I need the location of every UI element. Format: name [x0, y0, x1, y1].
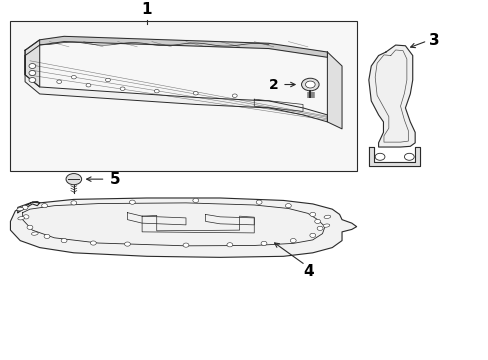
Circle shape [22, 205, 28, 210]
Circle shape [41, 204, 47, 208]
Circle shape [183, 243, 188, 247]
Ellipse shape [31, 232, 38, 235]
Circle shape [29, 77, 36, 82]
Circle shape [309, 233, 315, 238]
Polygon shape [327, 52, 341, 129]
Ellipse shape [323, 224, 329, 227]
Circle shape [29, 71, 36, 76]
Circle shape [71, 201, 77, 205]
Circle shape [232, 94, 237, 98]
Polygon shape [368, 45, 414, 147]
Text: 4: 4 [303, 264, 313, 279]
Text: 2: 2 [268, 77, 278, 91]
Circle shape [23, 215, 29, 219]
Text: 5: 5 [109, 172, 120, 186]
Circle shape [261, 241, 266, 246]
Circle shape [301, 78, 319, 91]
Circle shape [154, 89, 159, 93]
Circle shape [404, 153, 413, 160]
Circle shape [192, 198, 198, 203]
Circle shape [124, 242, 130, 246]
Ellipse shape [17, 207, 23, 211]
Text: 3: 3 [428, 33, 439, 48]
Circle shape [27, 225, 33, 229]
Circle shape [57, 80, 61, 84]
Text: 1: 1 [142, 2, 152, 17]
Circle shape [71, 76, 76, 79]
Polygon shape [368, 147, 419, 166]
Circle shape [193, 91, 198, 95]
Circle shape [285, 204, 291, 208]
Polygon shape [25, 36, 327, 57]
Circle shape [317, 226, 323, 230]
Circle shape [105, 78, 110, 82]
Circle shape [374, 153, 384, 160]
Ellipse shape [324, 215, 330, 219]
Circle shape [256, 200, 262, 204]
Circle shape [305, 81, 314, 88]
Ellipse shape [18, 217, 24, 220]
Circle shape [129, 200, 135, 204]
Circle shape [90, 241, 96, 245]
Circle shape [61, 238, 67, 243]
Circle shape [309, 212, 315, 216]
Circle shape [290, 238, 296, 243]
Circle shape [44, 234, 50, 238]
Bar [10, 21, 356, 171]
Circle shape [86, 84, 91, 87]
Polygon shape [25, 40, 40, 87]
Circle shape [66, 174, 81, 185]
Circle shape [314, 219, 320, 224]
Polygon shape [25, 55, 327, 122]
Circle shape [226, 243, 232, 247]
Polygon shape [10, 198, 356, 257]
Circle shape [120, 87, 125, 90]
Circle shape [29, 64, 36, 68]
